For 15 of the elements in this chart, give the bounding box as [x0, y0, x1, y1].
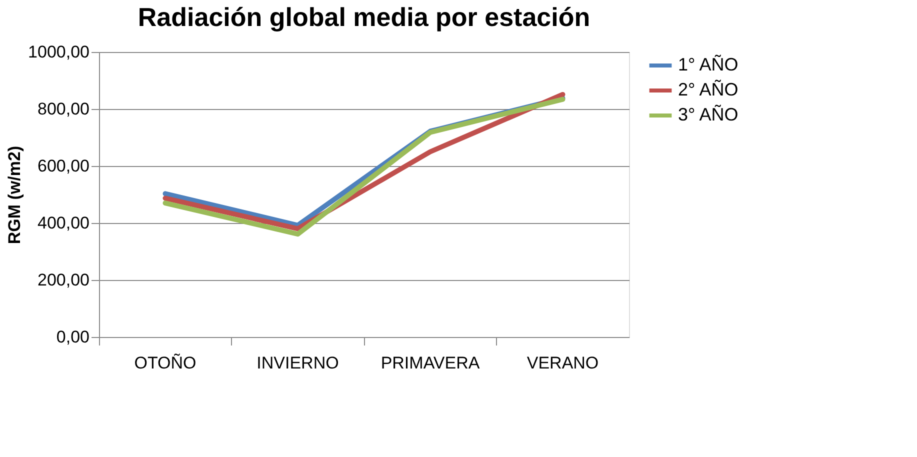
legend-label: 3° AÑO	[678, 104, 738, 124]
x-tick-label: PRIMAVERA	[380, 354, 480, 372]
legend-label: 1° AÑO	[678, 54, 738, 74]
y-tick-label: 800,00	[38, 100, 90, 118]
y-tick-label: 1000,00	[28, 42, 90, 62]
x-tick-label: OTOÑO	[134, 354, 196, 372]
y-tick-label: 0,00	[56, 328, 90, 346]
y-tick-label: 200,00	[38, 270, 90, 290]
x-tick-label: INVIERNO	[256, 354, 339, 372]
x-tick-label: VERANO	[526, 354, 599, 372]
y-axis-title: RGM (w/m2)	[5, 146, 24, 244]
legend-label: 2° AÑO	[678, 80, 738, 100]
y-tick-label: 600,00	[38, 156, 90, 176]
y-tick-label: 400,00	[38, 214, 90, 232]
chart-title: Radiación global media por estación	[138, 2, 590, 32]
